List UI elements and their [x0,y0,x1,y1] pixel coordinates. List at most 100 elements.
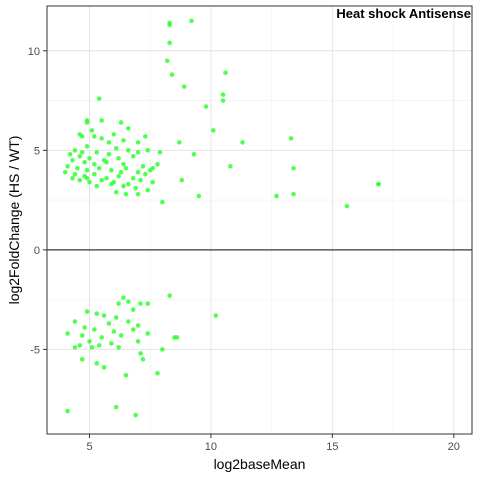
data-point [109,341,114,346]
x-tick-label: 5 [86,441,92,453]
data-point [145,188,150,193]
data-point [85,168,90,173]
x-tick-label: 15 [326,441,338,453]
data-point [131,176,136,181]
data-point [213,313,218,318]
data-point [145,301,150,306]
data-point [167,293,172,298]
data-point [99,335,104,340]
data-point [131,307,136,312]
data-point [136,323,141,328]
data-point [109,182,114,187]
chart-title: Heat shock Antisense [336,6,471,21]
data-point [116,345,121,350]
data-point [126,319,131,324]
data-point [87,156,92,161]
data-point [221,98,226,103]
data-point [189,19,194,24]
x-tick-label: 20 [448,441,460,453]
data-point [87,339,92,344]
data-point [167,41,172,46]
data-point [107,140,112,145]
data-point [68,152,73,157]
data-point [114,315,119,320]
data-point [92,172,97,177]
data-point [138,178,143,183]
data-point [126,299,131,304]
data-point [102,313,107,318]
data-point [155,162,160,167]
y-axis-title: log2FoldChange (HS / WT) [6,136,22,305]
data-point [167,23,172,28]
data-point [77,343,82,348]
data-point [109,168,114,173]
data-point [94,184,99,189]
data-point [165,58,170,63]
data-point [291,166,296,171]
data-point [160,347,165,352]
data-point [92,134,97,139]
data-point [223,70,228,75]
data-point [85,144,90,149]
data-point [170,72,175,77]
data-point [65,409,70,414]
data-point [121,295,126,300]
data-point [228,164,233,169]
data-point [104,176,109,181]
data-point [111,132,116,137]
data-point [85,309,90,314]
data-point [136,192,141,197]
data-point [141,357,146,362]
data-point [133,186,138,191]
data-point [104,160,109,165]
data-point [160,200,165,205]
data-point [80,150,85,155]
data-point [136,170,141,175]
data-point [116,156,121,161]
data-point [77,178,82,183]
data-point [111,329,116,334]
data-point [65,164,70,169]
data-point [138,351,143,356]
data-point [85,176,90,181]
data-point [211,128,216,133]
data-point [136,339,141,344]
data-point [80,333,85,338]
data-point [177,140,182,145]
data-point [87,180,92,185]
data-point [150,180,155,185]
y-tick-label: 5 [34,145,40,157]
data-point [221,92,226,97]
x-axis-title: log2baseMean [214,456,306,472]
data-point [119,170,124,175]
data-point [85,120,90,125]
data-point [107,152,112,157]
plot-panel [47,6,472,434]
data-point [73,148,78,153]
data-point [182,84,187,89]
y-tick-label: -5 [30,344,40,356]
data-point [119,120,124,125]
data-point [126,126,131,131]
data-point [94,311,99,316]
data-point [126,148,131,153]
data-point [99,136,104,141]
data-point [138,301,143,306]
data-point [97,166,102,171]
data-point [133,413,138,418]
data-point [196,194,201,199]
data-point [65,331,70,336]
data-point [82,160,87,165]
data-point [143,172,148,177]
data-point [143,134,148,139]
data-point [289,136,294,141]
data-point [119,333,124,338]
data-point [136,150,141,155]
data-point [80,134,85,139]
data-point [192,152,197,157]
data-point [82,325,87,330]
data-point [97,343,102,348]
data-point [77,154,82,159]
data-point [99,118,104,123]
